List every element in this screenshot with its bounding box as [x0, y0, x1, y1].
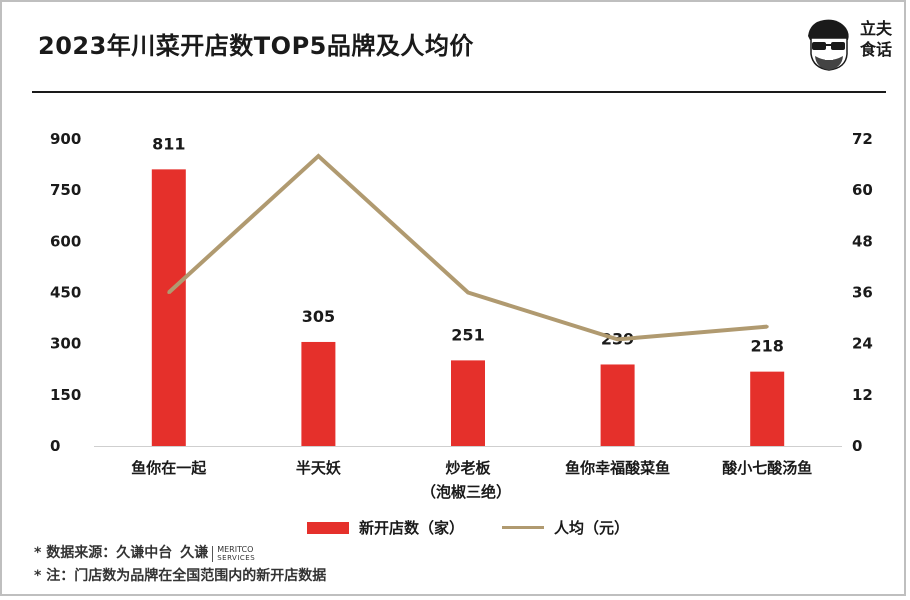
brand-logo: 立夫 食话: [860, 18, 900, 60]
right-axis-tick-label: 0: [852, 437, 862, 455]
legend-label-price: 人均（元）: [554, 519, 630, 537]
right-axis-tick-label: 60: [852, 181, 873, 199]
price-point: [167, 291, 171, 294]
chart-legend: 新开店数（家） 人均（元）: [2, 517, 910, 539]
category-label: 鱼你幸福酸菜鱼: [565, 459, 670, 477]
legend-bar-swatch: [307, 521, 349, 534]
meritco-logo-en: MERITCO SERVICES: [217, 545, 255, 563]
bar-data-label: 305: [302, 307, 335, 326]
left-axis-tick-label: 450: [50, 284, 81, 302]
category-label-line2: （泡椒三绝）: [421, 483, 511, 501]
left-axis-tick-label: 600: [50, 232, 81, 250]
price-point: [616, 337, 620, 341]
legend-item-stores: 新开店数（家）: [307, 517, 464, 538]
meritco-logo-separator: [212, 545, 214, 562]
meritco-logo: 久谦 MERITCO SERVICES: [180, 542, 255, 565]
bar: [750, 371, 785, 446]
chart-title: 2023年川菜开店数TOP5品牌及人均价: [38, 32, 474, 60]
price-point: [316, 154, 320, 158]
left-axis-tick-label: 150: [50, 386, 81, 404]
footnotes: * 数据来源：久谦中台 久谦 MERITCO SERVICES * 注：门店数为…: [34, 542, 326, 588]
right-axis-tick-label: 36: [852, 284, 873, 302]
bar: [451, 360, 485, 446]
price-point: [765, 325, 769, 329]
meritco-logo-cn: 久谦: [180, 545, 209, 561]
category-label: 炒老板: [445, 459, 491, 477]
right-axis-tick-label: 12: [852, 386, 873, 404]
right-axis-tick-label: 24: [852, 335, 873, 353]
meritco-logo-sub: SERVICES: [217, 553, 256, 562]
title-divider: [32, 91, 886, 93]
bar: [600, 364, 635, 446]
bar-data-label: 218: [750, 337, 783, 356]
source-text: * 数据来源：久谦中台: [34, 545, 173, 561]
bar: [301, 341, 336, 446]
price-point: [466, 291, 470, 294]
right-axis-tick-label: 72: [852, 130, 873, 148]
meritco-logo-name: MERITCO: [217, 544, 254, 554]
bar-data-label: 811: [152, 134, 185, 153]
legend-label-stores: 新开店数（家）: [359, 519, 465, 537]
author-avatar-icon: [808, 19, 849, 71]
left-axis-tick-label: 300: [50, 335, 81, 353]
category-label: 半天妖: [296, 459, 341, 477]
category-label: 鱼你在一起: [131, 459, 207, 477]
brand-line-2: 食话: [860, 40, 893, 59]
legend-line-swatch: [502, 526, 544, 529]
price-line: [167, 153, 768, 342]
left-axis-tick-label: 0: [50, 437, 60, 455]
left-axis-tick-label: 750: [50, 181, 81, 199]
bar-data-label: 251: [451, 325, 484, 344]
left-axis-tick-label: 900: [50, 130, 81, 148]
right-axis-tick-label: 48: [852, 232, 873, 250]
bar: [151, 169, 186, 446]
brand-line-1: 立夫: [860, 19, 893, 38]
scope-note: * 注：门店数为品牌在全国范围内的新开店数据: [34, 568, 327, 584]
legend-item-price: 人均（元）: [502, 517, 629, 538]
combo-chart: 0 150 300 450 600 750 900 0 12 24 36 48 60 72 811 305 25…: [50, 130, 873, 501]
category-label: 酸小七酸汤鱼: [722, 459, 812, 477]
source-note: * 数据来源：久谦中台 久谦 MERITCO SERVICES: [34, 542, 326, 565]
